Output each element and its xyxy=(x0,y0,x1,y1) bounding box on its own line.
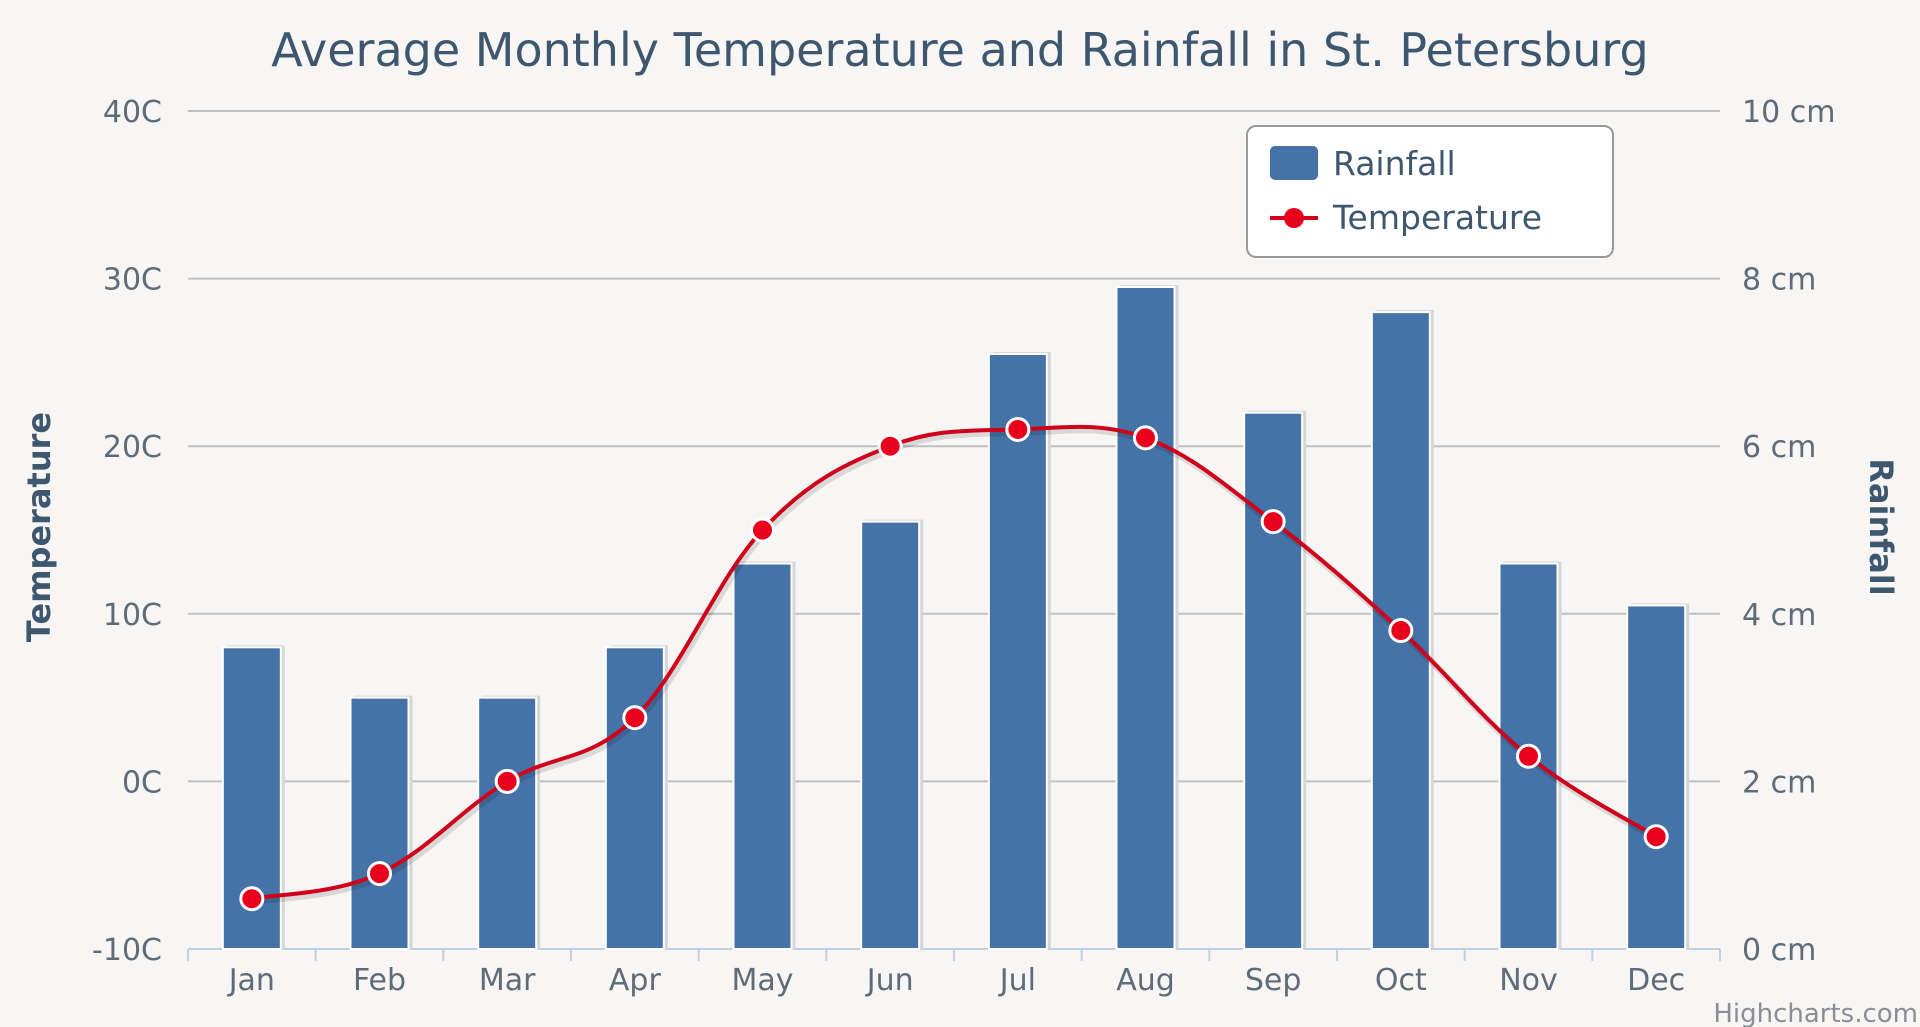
temperature-point[interactable] xyxy=(367,861,392,887)
left-tick-label: 30C xyxy=(103,263,162,298)
legend-temperature-label: Temperature xyxy=(1332,198,1542,237)
temperature-point[interactable] xyxy=(1643,824,1669,850)
legend-box xyxy=(1246,125,1614,258)
rainfall-bar[interactable] xyxy=(1243,411,1304,950)
legend-item-temperature[interactable]: Temperature xyxy=(1270,198,1542,237)
left-tick-label: 10C xyxy=(103,598,162,633)
rainfall-bar[interactable] xyxy=(732,562,793,951)
x-axis: Jan Feb Mar Apr May Jun Jul Aug Sep Oct Nov Dec xyxy=(187,948,1721,998)
temperature-point[interactable] xyxy=(877,433,903,459)
x-tick-label: Oct xyxy=(1375,963,1427,998)
legend[interactable]: Rainfall Temperature xyxy=(1246,125,1614,258)
gridlines xyxy=(188,110,1720,783)
right-tick-label: 0 cm xyxy=(1742,933,1816,968)
temperature-point[interactable] xyxy=(1005,416,1031,442)
credits-link[interactable]: Highcharts.com xyxy=(1713,999,1918,1027)
rainfall-bar[interactable] xyxy=(987,353,1048,950)
legend-temperature-marker xyxy=(1284,208,1304,228)
right-tick-label: 8 cm xyxy=(1742,263,1816,298)
left-tick-label: -10C xyxy=(92,933,162,968)
right-tick-label: 2 cm xyxy=(1742,765,1816,800)
x-tick-label: Apr xyxy=(609,963,662,998)
right-tick-label: 10 cm xyxy=(1742,95,1835,130)
temperature-line-series[interactable] xyxy=(239,416,1669,912)
left-axis-title: Temperature xyxy=(20,412,58,642)
temperature-point[interactable] xyxy=(622,705,648,731)
temperature-point[interactable] xyxy=(1133,425,1158,451)
x-tick-label: Aug xyxy=(1116,963,1175,998)
temperature-point[interactable] xyxy=(1516,743,1541,769)
rainfall-bar[interactable] xyxy=(1115,285,1176,951)
x-tick-label: Dec xyxy=(1627,963,1685,998)
rainfall-bar[interactable] xyxy=(1626,604,1687,950)
temperature-point[interactable] xyxy=(1260,509,1286,535)
temperature-point[interactable] xyxy=(494,768,520,794)
x-tick-label: Sep xyxy=(1245,963,1302,998)
left-tick-label: 20C xyxy=(103,430,162,465)
x-tick-label: Feb xyxy=(353,963,406,998)
rainfall-bar[interactable] xyxy=(349,696,410,950)
temperature-point[interactable] xyxy=(750,517,775,543)
x-tick-label: Jan xyxy=(227,963,275,998)
left-tick-label: 40C xyxy=(103,95,162,130)
right-tick-label: 4 cm xyxy=(1742,598,1816,633)
legend-rainfall-label: Rainfall xyxy=(1333,144,1456,183)
x-tick-label: Jul xyxy=(998,963,1036,998)
right-tick-label: 6 cm xyxy=(1742,430,1816,465)
right-axis-ticks: 0 cm 2 cm 4 cm 6 cm 8 cm 10 cm xyxy=(1742,95,1835,968)
rainfall-bars[interactable] xyxy=(221,284,1690,951)
right-axis-title: Rainfall xyxy=(1862,458,1900,595)
chart-title: Average Monthly Temperature and Rainfall… xyxy=(271,23,1648,77)
rainfall-bar[interactable] xyxy=(477,696,538,950)
x-tick-label: Nov xyxy=(1499,963,1558,998)
temperature-line xyxy=(251,424,1658,901)
x-tick-label: Mar xyxy=(479,963,536,998)
legend-item-rainfall[interactable]: Rainfall xyxy=(1270,144,1456,183)
temperature-point[interactable] xyxy=(1388,618,1414,644)
left-tick-label: 0C xyxy=(122,765,162,800)
x-tick-label: May xyxy=(731,963,793,998)
rainfall-bar[interactable] xyxy=(860,520,921,950)
left-axis-ticks: -10C 0C 10C 20C 30C 40C xyxy=(92,95,162,968)
temperature-line-shadow xyxy=(253,426,1661,906)
temperature-point[interactable] xyxy=(239,886,265,912)
x-tick-label: Jun xyxy=(865,963,914,998)
legend-rainfall-swatch xyxy=(1270,146,1318,180)
